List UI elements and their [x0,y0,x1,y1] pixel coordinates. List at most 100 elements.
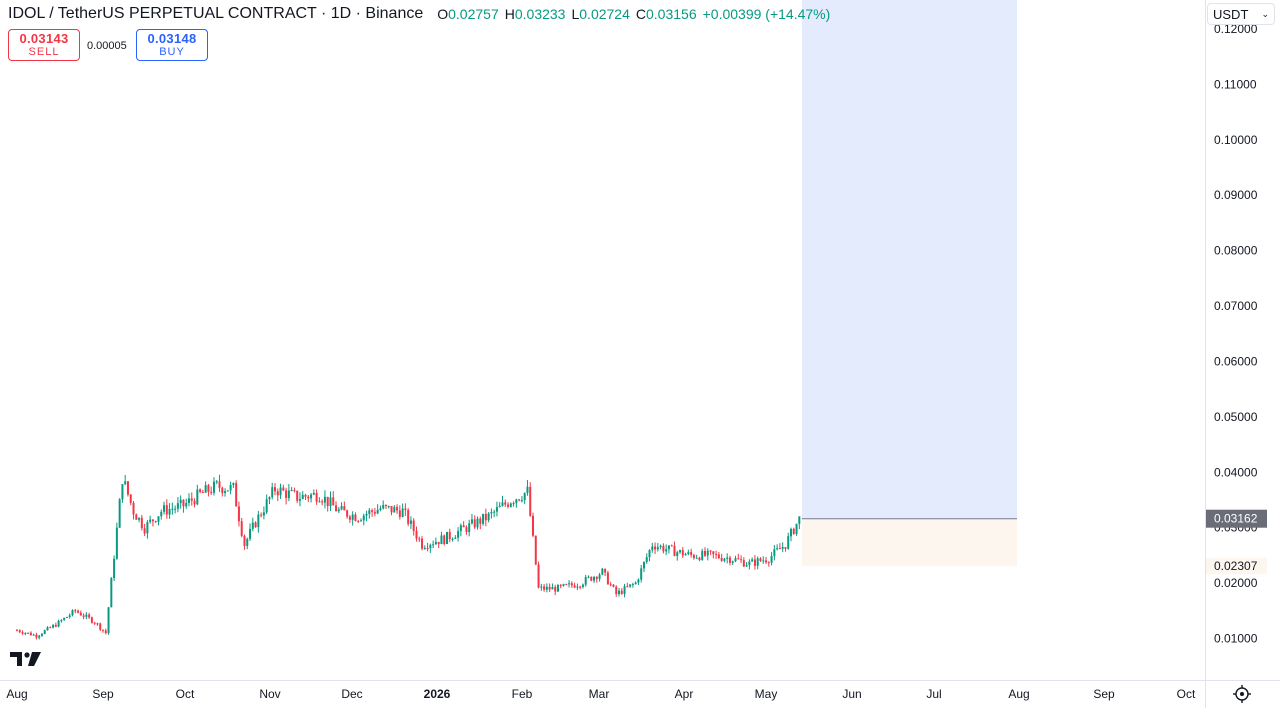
candle [523,492,526,505]
candle [93,621,96,626]
price-axis[interactable]: 0.010000.020000.030000.040000.050000.060… [1214,22,1258,646]
candle [720,553,723,562]
candle [196,484,199,506]
sell-button[interactable]: 0.03143 SELL [8,29,80,61]
candle [515,498,518,508]
candle [587,575,590,579]
candle [115,522,118,560]
candle [32,633,35,636]
candle [709,550,712,555]
candle [390,506,393,516]
time-axis[interactable]: Aug Sep Oct Nov Dec 2026 Feb Mar Apr May Jun Jul Aug… [6,687,1196,701]
candle [373,507,376,517]
price-tick-label: 0.01000 [1214,632,1258,646]
candle [684,552,687,556]
position-tool[interactable] [802,0,1017,567]
candle [210,486,213,495]
candle [759,557,762,562]
candle [348,515,351,523]
candle [298,492,301,507]
candle [501,495,504,507]
candle [207,483,210,497]
candle [734,555,737,563]
candle [301,491,304,500]
candle [60,619,63,623]
candle-series [16,474,801,640]
candle [179,495,182,509]
candle [79,610,82,616]
currency-selector[interactable]: USDT ⌄ [1207,3,1275,25]
time-tick-label: Apr [675,687,694,701]
candle [396,504,399,514]
candle [698,556,701,562]
candle [432,540,435,549]
candle [346,509,349,519]
price-tick-label: 0.11000 [1214,77,1257,91]
candle [740,555,743,563]
candle [579,585,582,590]
candle [146,520,149,539]
candle [590,576,593,582]
candle [354,512,357,522]
candle [340,502,343,511]
candle [701,548,704,561]
ohlc-open-value: 0.02757 [448,6,499,22]
candle [212,477,215,496]
candle [787,532,790,550]
candle [27,632,30,635]
candle [629,584,632,588]
candle [90,616,93,624]
candle [548,583,551,593]
candle [49,626,52,629]
candle [351,511,354,526]
candle [226,490,229,492]
stop-zone[interactable] [802,518,1017,567]
candle [193,498,196,508]
goto-realtime-icon[interactable] [1232,684,1252,704]
candle [171,502,174,515]
candle [77,609,80,614]
candle [692,553,695,560]
target-zone[interactable] [802,0,1017,519]
candle [446,531,448,545]
candle [365,510,368,522]
candle [404,503,407,516]
candle [695,554,698,559]
candle [584,574,587,587]
candle [57,619,60,628]
candle [767,561,770,567]
ohlc-close-key: C [635,6,646,22]
price-tags: 0.03162 0.02307 [1206,509,1267,575]
candle [715,550,718,559]
candle [201,489,204,493]
candle [473,515,476,530]
candle [751,557,754,562]
candle [437,541,440,549]
candle [454,535,457,540]
candle [784,547,787,552]
buy-button[interactable]: 0.03148 BUY [136,29,208,61]
candle [88,612,91,619]
candle [323,490,326,509]
buy-price: 0.03148 [147,31,197,46]
candle [38,634,41,640]
candle [21,630,24,635]
candle [681,546,684,559]
candle [312,489,315,496]
candle [623,583,626,598]
tradingview-logo-icon[interactable] [10,650,42,668]
candle [168,503,171,519]
symbol-title: IDOL / TetherUS PERPETUAL CONTRACT · 1D … [8,5,424,22]
candle [185,498,188,509]
candle [648,549,651,562]
candle [368,507,371,519]
candle [559,584,562,589]
ohlc-high-value: 0.03233 [514,6,566,22]
candle [332,491,335,506]
candle [620,588,623,595]
candle [276,488,279,502]
change-value: +0.00399 (+14.47%) [702,6,831,22]
candle [190,492,193,506]
candle [421,536,424,551]
